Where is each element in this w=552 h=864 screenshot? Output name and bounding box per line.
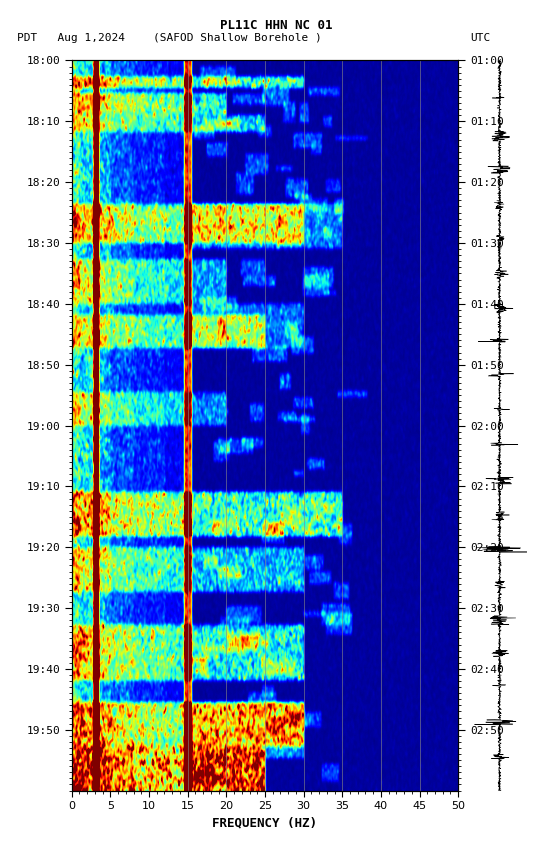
Text: (SAFOD Shallow Borehole ): (SAFOD Shallow Borehole ) xyxy=(153,33,322,43)
X-axis label: FREQUENCY (HZ): FREQUENCY (HZ) xyxy=(213,816,317,829)
Text: PL11C HHN NC 01: PL11C HHN NC 01 xyxy=(220,19,332,32)
Text: PDT   Aug 1,2024: PDT Aug 1,2024 xyxy=(17,33,125,43)
Text: UTC: UTC xyxy=(470,33,490,43)
